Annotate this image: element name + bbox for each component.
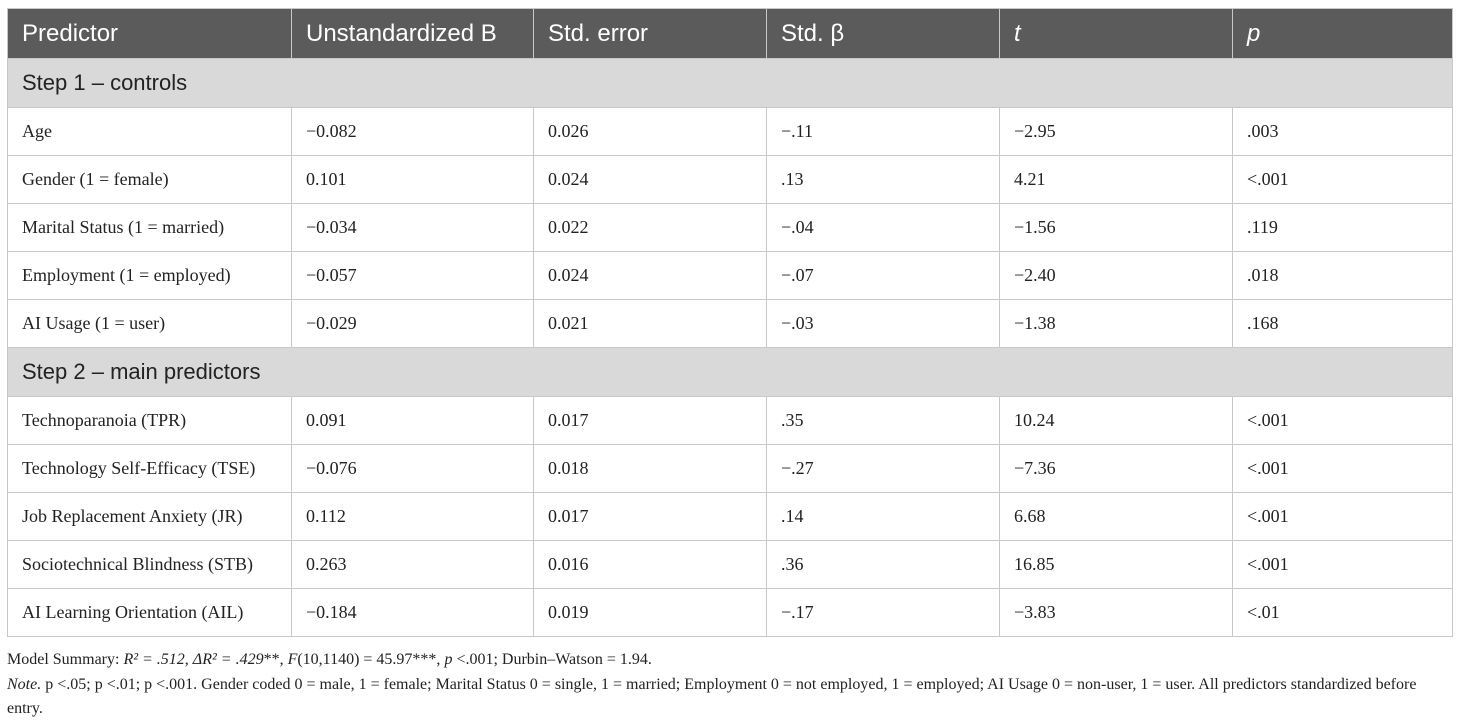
section-title: Step 2 – main predictors [7, 347, 1453, 397]
note-text: <.001; Durbin–Watson = 1.94. [452, 651, 652, 668]
note-label: Note. [7, 675, 42, 693]
note-text: p <.05; p <.01; p <.001. Gender coded 0 … [7, 675, 1417, 718]
cell-value: 0.091 [291, 396, 534, 445]
predictor-name: Technoparanoia (TPR) [7, 396, 292, 445]
cell-value: 0.101 [291, 155, 534, 204]
cell-value: −0.034 [291, 203, 534, 252]
data-row: Gender (1 = female) 0.101 0.024.13 4.21 <.00… [7, 155, 1453, 204]
cell-value: .119 [1232, 203, 1453, 252]
predictor-name: Employment (1 = employed) [7, 251, 292, 300]
column-header: Predictor [7, 8, 292, 59]
cell-value: <.001 [1232, 540, 1453, 589]
regression-table: Predictor Unstandardized B Std. error Std. … [7, 8, 1453, 637]
data-row: Marital Status (1 = married) −0.034 0.022−… [7, 203, 1453, 252]
cell-value: −0.076 [291, 444, 534, 493]
predictor-name: Sociotechnical Blindness (STB) [7, 540, 292, 589]
cell-value: 0.112 [291, 492, 534, 541]
cell-value: −.04 [766, 203, 1000, 252]
cell-value: −0.057 [291, 251, 534, 300]
column-header: t [999, 8, 1233, 59]
cell-value: <.001 [1232, 492, 1453, 541]
cell-value: −7.36 [999, 444, 1233, 493]
cell-value: 6.68 [999, 492, 1233, 541]
predictor-name: Job Replacement Anxiety (JR) [7, 492, 292, 541]
cell-value: 0.024 [533, 155, 767, 204]
cell-value: 0.017 [533, 396, 767, 445]
cell-value: −0.082 [291, 107, 534, 156]
note-text: (10,1140) = 45.97***, [297, 651, 445, 668]
predictor-name: Marital Status (1 = married) [7, 203, 292, 252]
model-summary: Model Summary: R² = .512, ΔR² = .429**, … [7, 648, 1455, 673]
cell-value: 16.85 [999, 540, 1233, 589]
cell-value: 0.017 [533, 492, 767, 541]
cell-value: 0.263 [291, 540, 534, 589]
cell-value: .003 [1232, 107, 1453, 156]
cell-value: .13 [766, 155, 1000, 204]
data-row: Technology Self-Efficacy (TSE) −0.076 0.01… [7, 444, 1453, 493]
cell-value: −2.95 [999, 107, 1233, 156]
cell-value: 0.022 [533, 203, 767, 252]
section-row: Step 2 – main predictors [7, 347, 1453, 397]
section-title: Step 1 – controls [7, 58, 1453, 108]
cell-value: <.001 [1232, 444, 1453, 493]
cell-value: −1.56 [999, 203, 1233, 252]
notes: Model Summary: R² = .512, ΔR² = .429**, … [7, 648, 1455, 722]
data-row: AI Learning Orientation (AIL) −0.184 0.019… [7, 588, 1453, 637]
cell-value: −.03 [766, 299, 1000, 348]
cell-value: −.17 [766, 588, 1000, 637]
cell-value: 0.016 [533, 540, 767, 589]
predictor-name: Gender (1 = female) [7, 155, 292, 204]
cell-value: .35 [766, 396, 1000, 445]
cell-value: 10.24 [999, 396, 1233, 445]
table-note: Note. p <.05; p <.01; p <.001. Gender co… [7, 673, 1455, 722]
cell-value: 0.019 [533, 588, 767, 637]
cell-value: 0.026 [533, 107, 767, 156]
note-text: R² = .512, ΔR² = .429 [123, 651, 264, 668]
cell-value: −3.83 [999, 588, 1233, 637]
data-row: Sociotechnical Blindness (STB) 0.263 0.016… [7, 540, 1453, 589]
table-body: Step 1 – controls Age −0.082 0.026 −.11 −2.95… [7, 58, 1453, 637]
cell-value: −0.184 [291, 588, 534, 637]
section-row: Step 1 – controls [7, 58, 1453, 108]
cell-value: 0.024 [533, 251, 767, 300]
column-header: Unstandardized B [291, 8, 534, 59]
data-row: Age −0.082 0.026 −.11 −2.95.003 [7, 107, 1453, 156]
cell-value: <.001 [1232, 396, 1453, 445]
note-text: F [287, 651, 298, 668]
cell-value: 0.018 [533, 444, 767, 493]
cell-value: −0.029 [291, 299, 534, 348]
data-row: AI Usage (1 = user) −0.029 0.021 −.03 −1.38.… [7, 299, 1453, 348]
data-row: Technoparanoia (TPR) 0.091 0.017.35 10.24 <.… [7, 396, 1453, 445]
note-text: **, [263, 651, 288, 668]
cell-value: .36 [766, 540, 1000, 589]
cell-value: −.11 [766, 107, 1000, 156]
cell-value: .018 [1232, 251, 1453, 300]
predictor-name: Age [7, 107, 292, 156]
cell-value: <.001 [1232, 155, 1453, 204]
header-row: Predictor Unstandardized B Std. error Std. … [7, 8, 1453, 59]
predictor-name: Technology Self-Efficacy (TSE) [7, 444, 292, 493]
predictor-name: AI Learning Orientation (AIL) [7, 588, 292, 637]
cell-value: .168 [1232, 299, 1453, 348]
cell-value: −2.40 [999, 251, 1233, 300]
data-row: Job Replacement Anxiety (JR) 0.112 0.017.1… [7, 492, 1453, 541]
column-header: Std. β [766, 8, 1000, 59]
cell-value: .14 [766, 492, 1000, 541]
note-text: Model Summary: [7, 651, 124, 668]
cell-value: <.01 [1232, 588, 1453, 637]
column-header: p [1232, 8, 1453, 59]
cell-value: 4.21 [999, 155, 1233, 204]
column-header: Std. error [533, 8, 767, 59]
note-text: p [444, 651, 453, 668]
cell-value: −.07 [766, 251, 1000, 300]
data-row: Employment (1 = employed) −0.057 0.024 −.07… [7, 251, 1453, 300]
cell-value: −.27 [766, 444, 1000, 493]
cell-value: 0.021 [533, 299, 767, 348]
predictor-name: AI Usage (1 = user) [7, 299, 292, 348]
cell-value: −1.38 [999, 299, 1233, 348]
